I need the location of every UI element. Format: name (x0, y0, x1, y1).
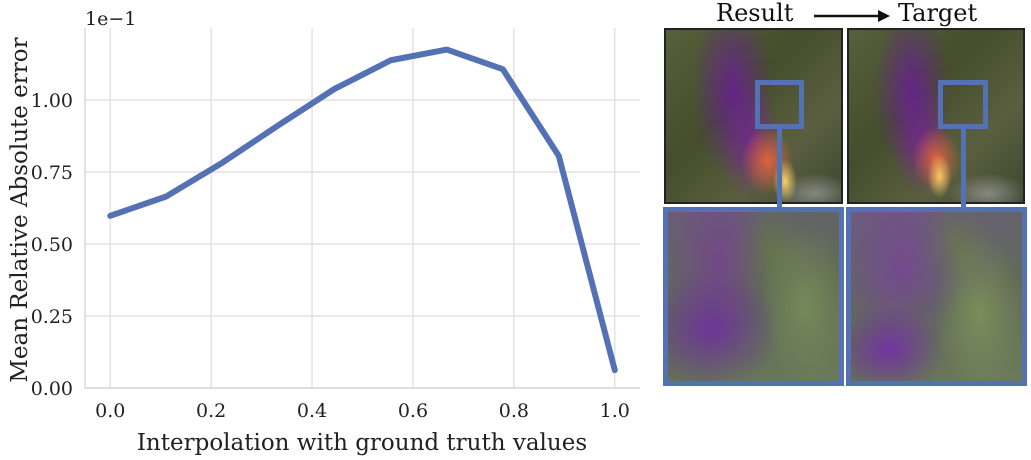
axes (84, 28, 640, 389)
y-tick-label: 0.00 (31, 378, 73, 400)
y-tick-label: 1.00 (31, 90, 73, 112)
y-tick-label: 0.25 (31, 306, 73, 328)
result-image (664, 28, 843, 204)
result-zoom-region (755, 80, 804, 129)
x-tick-label: 0.8 (499, 400, 529, 422)
target-image (847, 28, 1025, 204)
grid-lines (85, 28, 640, 389)
y-axis-label: Mean Relative Absolute error (7, 37, 33, 382)
x-tick-label: 0.6 (398, 400, 428, 422)
x-tick-label: 0.4 (297, 400, 327, 422)
target-title: Target (898, 0, 978, 27)
series-line (107, 46, 618, 374)
y-tick-label: 0.75 (31, 162, 73, 184)
result-connector (777, 129, 782, 209)
x-tick-label: 1.0 (600, 400, 630, 422)
target-zoom-region (938, 80, 988, 129)
x-axis-label: Interpolation with ground truth values (137, 430, 587, 456)
target-zoom-crop (846, 207, 1027, 386)
y-tick-label: 0.50 (31, 234, 73, 256)
line-chart: 0.0 0.2 0.4 0.6 0.8 1.0 0.000.250.500.751.00 … (7, 8, 640, 456)
y-tick-labels: 0.00 0.25 0.50 0.75 1.00 (31, 90, 73, 400)
series-lines (107, 46, 618, 374)
x-tick-label: 0.2 (196, 400, 226, 422)
x-tick-label: 0.0 (95, 400, 125, 422)
target-connector (961, 129, 966, 209)
x-tick-labels: 0.0 0.2 0.4 0.6 0.8 1.0 (95, 400, 630, 422)
y-offset-label: 1e−1 (85, 8, 136, 30)
result-title: Result (716, 0, 794, 27)
result-zoom-crop (663, 207, 844, 386)
right-arrow-icon (814, 10, 890, 22)
